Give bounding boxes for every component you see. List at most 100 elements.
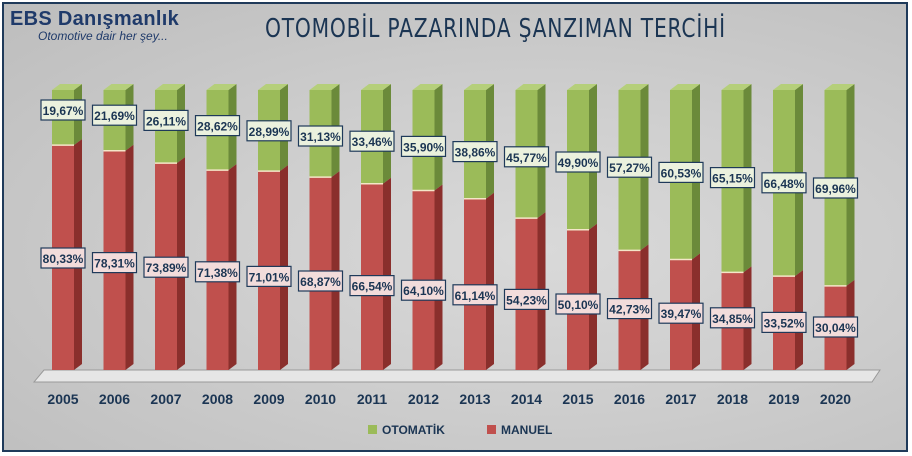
manuel-data-label-box (400, 279, 447, 301)
otomatik-bar-top (258, 84, 288, 90)
brand-name: EBS Danışmanlık (10, 8, 180, 30)
manuel-data-label: 68,87% (300, 275, 341, 289)
otomatik-bar-top (155, 84, 185, 90)
otomatik-data-label: 26,11% (146, 114, 186, 128)
otomatik-data-label-box (503, 146, 550, 168)
otomatik-data-label: 35,90% (403, 140, 444, 154)
x-tick-label: 2011 (357, 391, 388, 407)
x-tick-label: 2008 (202, 391, 233, 407)
otomatik-bar-top (824, 84, 855, 90)
otomatik-data-label-box (555, 151, 601, 173)
legend-otomatik-label: OTOMATİK (382, 422, 445, 437)
x-tick-label: 2019 (768, 391, 799, 407)
otomatik-bar-top (464, 84, 494, 90)
otomatik-data-label: 19,67% (43, 104, 84, 118)
otomatik-data-label-box (297, 125, 344, 147)
otomatik-data-label: 60,53% (661, 166, 702, 180)
manuel-data-label: 34,85% (712, 312, 753, 326)
x-tick-label: 2005 (47, 391, 78, 407)
x-tick-label: 2012 (408, 391, 439, 407)
manuel-data-label: 61,14% (455, 289, 496, 303)
manuel-data-label-box (658, 302, 704, 324)
otomatik-bar-top (412, 84, 443, 90)
otomatik-data-label-box (812, 177, 859, 199)
manuel-data-label-box (194, 261, 241, 283)
otomatik-bar-top (103, 84, 134, 90)
manuel-data-label: 80,33% (43, 252, 84, 266)
otomatik-data-label: 65,15% (712, 172, 753, 186)
otomatik-bar-top (567, 84, 597, 90)
otomatik-data-label-box (143, 109, 189, 132)
otomatik-data-label-box (194, 114, 241, 137)
otomatik-data-label-box (91, 104, 138, 126)
otomatik-bar-top (361, 84, 391, 90)
otomatik-data-label-box (40, 99, 86, 121)
otomatik-data-label: 28,62% (197, 120, 238, 134)
otomatik-data-label-box (452, 141, 498, 163)
manuel-data-label: 78,31% (94, 257, 135, 271)
otomatik-bar-top (721, 84, 752, 90)
manuel-data-label-box (555, 293, 601, 315)
otomatik-data-label-box (761, 172, 807, 194)
manuel-data-label: 71,01% (249, 270, 290, 284)
manuel-data-label: 50,10% (558, 298, 599, 312)
otomatik-bar-top (515, 84, 546, 90)
x-tick-label: 2010 (305, 391, 336, 407)
manuel-bar-side (486, 192, 494, 370)
otomatik-bar-top (618, 84, 649, 90)
manuel-data-label-box (297, 270, 344, 292)
manuel-data-label: 54,23% (506, 293, 547, 307)
manuel-data-label-box (503, 288, 550, 310)
legend-manuel-label: MANUEL (501, 423, 552, 437)
otomatik-data-label-box (400, 135, 447, 157)
otomatik-data-label: 28,99% (249, 125, 290, 139)
manuel-data-label: 64,10% (403, 284, 444, 298)
chart-title: OTOMOBİL PAZARINDA ŞANZIMAN TERCİHİ (265, 14, 726, 44)
otomatik-data-label: 45,77% (506, 151, 547, 165)
manuel-data-label: 30,04% (815, 321, 856, 335)
manuel-data-label-box (709, 307, 756, 329)
brand-logo: EBS Danışmanlık Otomotive dair her şey..… (10, 8, 179, 43)
manuel-data-label: 39,47% (661, 307, 702, 321)
x-tick-label: 2014 (511, 391, 542, 407)
otomatik-bar-top (670, 84, 700, 90)
x-tick-label: 2013 (459, 391, 490, 407)
manuel-data-label: 73,89% (146, 261, 187, 275)
otomatik-data-label: 21,69% (94, 109, 135, 123)
otomatik-data-label: 38,86% (455, 146, 496, 160)
otomatik-data-label-box (709, 167, 756, 189)
chart-floor (32, 369, 881, 383)
x-tick-label: 2006 (99, 391, 130, 407)
x-tick-label: 2020 (820, 391, 851, 407)
legend-otomatik-swatch (368, 425, 377, 434)
otomatik-data-label: 57,27% (609, 161, 650, 175)
otomatik-data-label: 33,46% (352, 135, 393, 149)
otomatik-data-label: 66,48% (764, 177, 805, 191)
manuel-data-label: 71,38% (197, 266, 238, 280)
otomatik-data-label-box (349, 130, 395, 152)
otomatik-data-label: 31,13% (300, 130, 341, 144)
manuel-data-label: 33,52% (764, 316, 805, 330)
otomatik-data-label: 69,96% (815, 182, 856, 196)
x-tick-label: 2018 (717, 391, 748, 407)
manuel-data-label: 66,54% (352, 280, 393, 294)
x-tick-label: 2009 (253, 391, 284, 407)
otomatik-data-label-box (246, 120, 292, 142)
manuel-data-label-box (40, 247, 86, 269)
x-tick-label: 2015 (562, 391, 593, 407)
brand-tagline: Otomotive dair her şey... (38, 29, 168, 43)
manuel-bar-side (434, 184, 443, 370)
x-tick-label: 2017 (665, 391, 696, 407)
otomatik-bar-top (206, 84, 237, 90)
x-tick-label: 2016 (614, 391, 645, 407)
x-tick-label: 2007 (150, 391, 181, 407)
manuel-data-label-box (452, 284, 498, 306)
manuel-bar-side (383, 177, 391, 370)
manuel-data-label: 42,73% (609, 303, 650, 317)
otomatik-data-label-box (606, 156, 653, 178)
manuel-data-label-box (606, 298, 653, 320)
otomatik-data-label: 49,90% (558, 156, 599, 170)
manuel-data-label-box (91, 252, 138, 274)
manuel-data-label-box (761, 311, 807, 333)
